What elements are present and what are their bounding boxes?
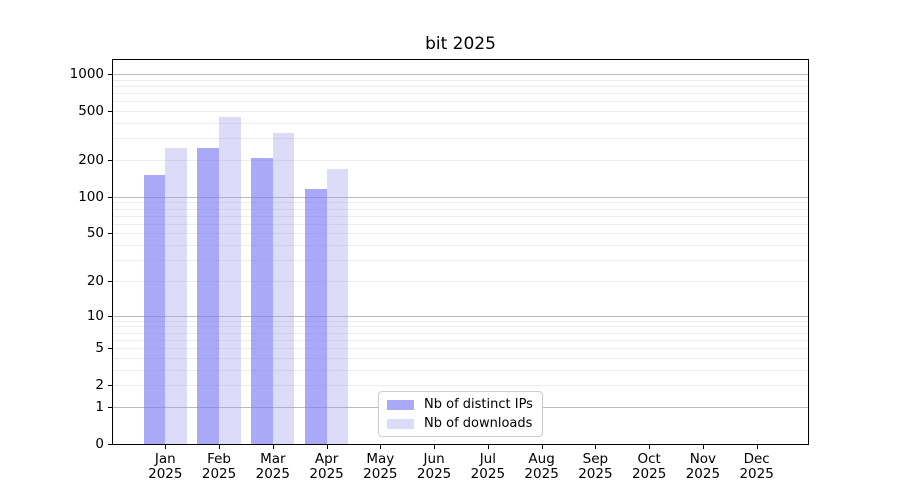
minor-gridline [112, 101, 809, 103]
bar-distinct-ips [304, 188, 327, 444]
y-tick-mark [108, 74, 112, 76]
x-tick-mark [702, 445, 704, 449]
bar-downloads [165, 147, 187, 444]
bar-distinct-ips [143, 174, 166, 444]
x-tick-label: Mar 2025 [255, 451, 290, 482]
minor-gridline [112, 260, 809, 262]
major-gridline [112, 315, 809, 317]
y-tick-mark [108, 111, 112, 113]
y-tick-label: 50 [86, 225, 104, 242]
minor-gridline [112, 280, 809, 282]
minor-gridline [112, 138, 809, 140]
x-tick-label: Jan 2025 [148, 451, 183, 482]
y-tick-label: 1000 [69, 66, 104, 83]
x-tick-mark [756, 445, 758, 449]
x-tick-label: Aug 2025 [524, 451, 559, 482]
x-tick-mark [434, 445, 436, 449]
minor-gridline [112, 223, 809, 225]
bar-distinct-ips [251, 158, 273, 444]
x-tick-mark [380, 445, 382, 449]
x-tick-mark [595, 445, 597, 449]
plot-area [112, 59, 809, 445]
x-tick-label: Oct 2025 [631, 451, 667, 482]
minor-gridline [112, 326, 809, 328]
y-tick-mark [108, 444, 112, 445]
y-tick-label: 10 [86, 307, 104, 324]
bar-downloads [326, 168, 349, 444]
y-tick-label: 1 [95, 398, 104, 415]
minor-gridline [112, 233, 809, 235]
x-tick-label: Jul 2025 [470, 451, 506, 482]
x-tick-label: Apr 2025 [309, 451, 344, 482]
major-gridline [112, 196, 809, 198]
x-tick-mark [272, 445, 274, 449]
x-tick-mark [649, 445, 651, 449]
x-tick-label: May 2025 [363, 451, 398, 482]
minor-gridline [112, 215, 809, 217]
y-tick-mark [108, 160, 112, 162]
minor-gridline [112, 369, 809, 371]
legend-label-downloads: Nb of downloads [424, 416, 533, 431]
y-tick-mark [108, 233, 112, 235]
y-tick-mark [108, 315, 112, 317]
minor-gridline [112, 208, 809, 210]
plot-frame [112, 59, 809, 445]
legend-swatch-downloads [387, 418, 414, 429]
y-tick-mark [108, 406, 112, 408]
chart-title: bit 2025 [425, 34, 496, 54]
x-tick-label: Dec 2025 [739, 451, 774, 482]
y-tick-mark [108, 348, 112, 350]
y-tick-label: 500 [78, 103, 104, 120]
y-tick-label: 100 [78, 188, 104, 205]
bar-downloads [272, 133, 295, 444]
x-tick-label: Nov 2025 [685, 451, 721, 482]
y-tick-label: 200 [78, 152, 104, 169]
legend-item-distinct-ips: Nb of distinct IPs [387, 397, 534, 412]
x-tick-mark [219, 445, 221, 449]
minor-gridline [112, 202, 809, 204]
y-tick-mark [108, 385, 112, 387]
minor-gridline [112, 320, 809, 322]
x-tick-mark [165, 445, 167, 449]
bars-layer [112, 59, 809, 445]
x-tick-mark [326, 445, 328, 449]
legend-item-downloads: Nb of downloads [387, 416, 534, 431]
x-tick-label: Feb 2025 [201, 451, 237, 482]
x-tick-mark [541, 445, 543, 449]
x-tick-label: Jun 2025 [416, 451, 452, 482]
minor-gridline [112, 111, 809, 113]
x-tick-mark [487, 445, 489, 449]
bar-downloads [219, 116, 241, 444]
x-tick-label: Sep 2025 [578, 451, 613, 482]
minor-gridline [112, 385, 809, 387]
y-tick-label: 0 [95, 436, 104, 452]
minor-gridline [112, 85, 809, 87]
legend-label-distinct-ips: Nb of distinct IPs [424, 397, 533, 412]
minor-gridline [112, 332, 809, 334]
minor-gridline [112, 339, 809, 341]
y-tick-label: 20 [86, 272, 104, 289]
y-tick-label: 2 [95, 377, 104, 394]
minor-gridline [112, 123, 809, 125]
minor-gridline [112, 93, 809, 95]
minor-gridline [112, 79, 809, 81]
legend-swatch-distinct-ips [387, 399, 414, 410]
minor-gridline [112, 348, 809, 350]
legend: Nb of distinct IPs Nb of downloads [378, 391, 543, 437]
major-gridline [112, 74, 809, 76]
bar-distinct-ips [197, 148, 220, 444]
y-tick-mark [108, 196, 112, 198]
minor-gridline [112, 160, 809, 162]
minor-gridline [112, 357, 809, 359]
y-tick-label: 5 [95, 340, 104, 357]
gridlines-layer [112, 59, 809, 445]
y-tick-mark [108, 280, 112, 282]
minor-gridline [112, 245, 809, 247]
